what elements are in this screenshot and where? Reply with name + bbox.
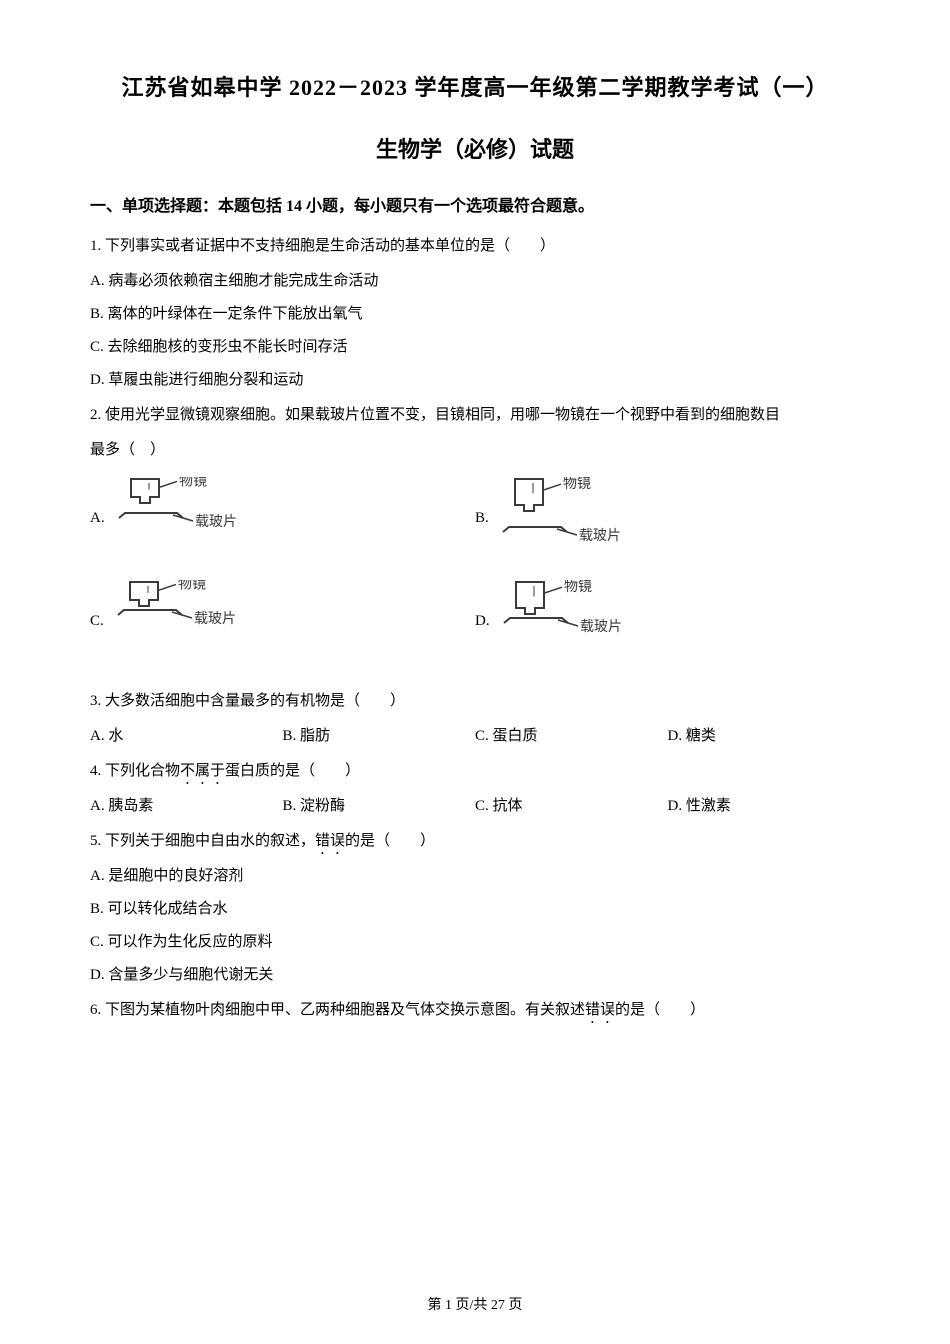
- q5-stem-post: 的是（ ）: [345, 833, 435, 849]
- svg-text:物镜: 物镜: [178, 580, 206, 592]
- q5-option-c: C. 可以作为生化反应的原料: [90, 926, 860, 959]
- svg-text:物镜: 物镜: [564, 580, 592, 595]
- q5-stem-emph: 错误: [315, 833, 345, 849]
- section-header: 一、单项选择题：本题包括 14 小题，每小题只有一个选项最符合题意。: [90, 192, 860, 216]
- q6-stem-post: 的是（ ）: [615, 1002, 705, 1018]
- q5-stem: 5. 下列关于细胞中自由水的叙述，错误的是（ ）: [90, 825, 860, 858]
- q6-stem-pre: 6. 下图为某植物叶肉细胞中甲、乙两种细胞器及气体交换示意图。有关叙述: [90, 1002, 585, 1018]
- q2-option-a: A. 物镜 载玻片: [90, 477, 475, 560]
- q1-option-c: C. 去除细胞核的变形虫不能长时间存活: [90, 331, 860, 364]
- q4-option-b: B. 淀粉酶: [283, 790, 476, 823]
- svg-text:载玻片: 载玻片: [580, 619, 622, 635]
- q3-option-a: A. 水: [90, 720, 283, 753]
- q2-label-b: B.: [475, 502, 489, 535]
- q4-stem-post: 蛋白质的是（ ）: [225, 763, 360, 779]
- q4-stem: 4. 下列化合物不属于蛋白质的是（ ）: [90, 755, 860, 788]
- q2-diagram-c: 物镜 载玻片: [112, 580, 262, 663]
- question-1: 1. 下列事实或者证据中不支持细胞是生命活动的基本单位的是（ ） A. 病毒必须…: [90, 230, 860, 397]
- q2-option-b: B. 物镜 载玻片: [475, 477, 860, 560]
- q5-option-b: B. 可以转化成结合水: [90, 893, 860, 926]
- q1-stem: 1. 下列事实或者证据中不支持细胞是生命活动的基本单位的是（ ）: [90, 230, 860, 263]
- svg-text:载玻片: 载玻片: [195, 514, 237, 530]
- title-sub: 生物学（必修）试题: [90, 132, 860, 164]
- q5-option-a: A. 是细胞中的良好溶剂: [90, 860, 860, 893]
- q6-stem-emph: 错误: [585, 1002, 615, 1018]
- q2-label-c: C.: [90, 605, 104, 638]
- q2-option-d: D. 物镜 载玻片: [475, 580, 860, 663]
- question-6: 6. 下图为某植物叶肉细胞中甲、乙两种细胞器及气体交换示意图。有关叙述错误的是（…: [90, 994, 860, 1027]
- q2-diagram-a: 物镜 载玻片: [113, 477, 263, 560]
- q3-option-b: B. 脂肪: [283, 720, 476, 753]
- q4-stem-emph: 不属于: [180, 763, 225, 779]
- q2-stem-2: 最多（ ）: [90, 434, 860, 467]
- q2-diagram-b: 物镜 载玻片: [497, 477, 647, 560]
- q3-option-d: D. 糖类: [668, 720, 861, 753]
- q4-option-c: C. 抗体: [475, 790, 668, 823]
- q4-option-d: D. 性激素: [668, 790, 861, 823]
- q2-diagram-d: 物镜 载玻片: [498, 580, 648, 663]
- q1-option-a: A. 病毒必须依赖宿主细胞才能完成生命活动: [90, 265, 860, 298]
- svg-text:物镜: 物镜: [179, 477, 207, 489]
- page-footer: 第 1 页/共 27 页: [0, 1294, 950, 1314]
- q4-stem-pre: 4. 下列化合物: [90, 763, 180, 779]
- q2-stem-1: 2. 使用光学显微镜观察细胞。如果载玻片位置不变，目镜相同，用哪一物镜在一个视野…: [90, 399, 860, 432]
- q4-option-a: A. 胰岛素: [90, 790, 283, 823]
- q2-label-a: A.: [90, 502, 105, 535]
- title-main: 江苏省如皋中学 2022－2023 学年度高一年级第二学期教学考试（一）: [90, 70, 860, 102]
- question-2: 2. 使用光学显微镜观察细胞。如果载玻片位置不变，目镜相同，用哪一物镜在一个视野…: [90, 399, 860, 683]
- svg-text:载玻片: 载玻片: [194, 611, 236, 627]
- question-5: 5. 下列关于细胞中自由水的叙述，错误的是（ ） A. 是细胞中的良好溶剂 B.…: [90, 825, 860, 992]
- svg-text:载玻片: 载玻片: [579, 528, 621, 544]
- q6-stem: 6. 下图为某植物叶肉细胞中甲、乙两种细胞器及气体交换示意图。有关叙述错误的是（…: [90, 994, 860, 1027]
- q1-option-d: D. 草履虫能进行细胞分裂和运动: [90, 364, 860, 397]
- q3-stem: 3. 大多数活细胞中含量最多的有机物是（ ）: [90, 685, 860, 718]
- q2-option-c: C. 物镜 载玻片: [90, 580, 475, 663]
- q2-label-d: D.: [475, 605, 490, 638]
- svg-text:物镜: 物镜: [563, 477, 591, 492]
- q5-option-d: D. 含量多少与细胞代谢无关: [90, 959, 860, 992]
- q5-stem-pre: 5. 下列关于细胞中自由水的叙述，: [90, 833, 315, 849]
- question-3: 3. 大多数活细胞中含量最多的有机物是（ ） A. 水 B. 脂肪 C. 蛋白质…: [90, 685, 860, 753]
- question-4: 4. 下列化合物不属于蛋白质的是（ ） A. 胰岛素 B. 淀粉酶 C. 抗体 …: [90, 755, 860, 823]
- q3-option-c: C. 蛋白质: [475, 720, 668, 753]
- q1-option-b: B. 离体的叶绿体在一定条件下能放出氧气: [90, 298, 860, 331]
